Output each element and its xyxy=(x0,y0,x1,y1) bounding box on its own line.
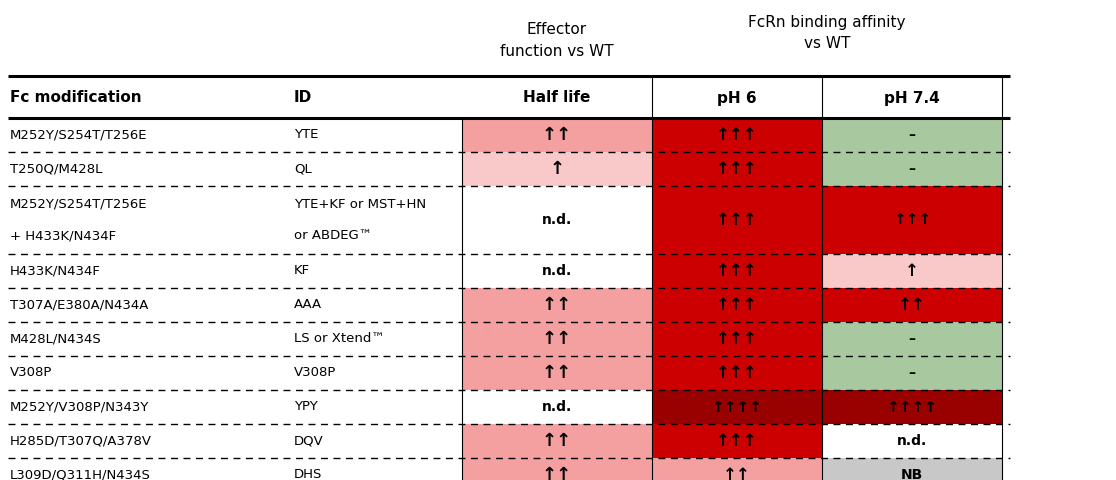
Text: M428L/N434S: M428L/N434S xyxy=(10,333,102,346)
Text: ↑↑↑: ↑↑↑ xyxy=(716,211,758,229)
Bar xyxy=(652,152,822,186)
Text: AAA: AAA xyxy=(294,299,323,312)
Bar xyxy=(652,390,822,424)
Text: ↑↑↑: ↑↑↑ xyxy=(716,364,758,382)
Bar xyxy=(822,254,1002,288)
Text: ↑↑↑: ↑↑↑ xyxy=(716,160,758,178)
Text: ↑: ↑ xyxy=(549,160,565,178)
Bar xyxy=(822,458,1002,480)
Text: FcRn binding affinity: FcRn binding affinity xyxy=(748,14,906,29)
Text: ↑↑↑: ↑↑↑ xyxy=(716,432,758,450)
Bar xyxy=(462,424,652,458)
Text: KF: KF xyxy=(294,264,310,277)
Text: ↑↑↑: ↑↑↑ xyxy=(716,262,758,280)
Text: + H433K/N434F: + H433K/N434F xyxy=(10,229,116,242)
Text: ↑↑↑↑: ↑↑↑↑ xyxy=(886,399,937,415)
Text: –: – xyxy=(908,332,915,346)
Text: ↑↑: ↑↑ xyxy=(898,296,926,314)
Text: ↑: ↑ xyxy=(905,262,918,280)
Text: n.d.: n.d. xyxy=(897,434,927,448)
Bar xyxy=(822,390,1002,424)
Text: ↑↑↑: ↑↑↑ xyxy=(716,126,758,144)
Text: or ABDEG™: or ABDEG™ xyxy=(294,229,372,242)
Bar xyxy=(652,322,822,356)
Text: ↑↑↑: ↑↑↑ xyxy=(893,213,931,228)
Text: V308P: V308P xyxy=(10,367,52,380)
Text: T307A/E380A/N434A: T307A/E380A/N434A xyxy=(10,299,148,312)
Bar xyxy=(462,118,652,152)
Text: Effector: Effector xyxy=(527,23,587,37)
Text: function vs WT: function vs WT xyxy=(500,45,614,60)
Text: n.d.: n.d. xyxy=(542,400,573,414)
Bar xyxy=(652,356,822,390)
Text: LS or Xtend™: LS or Xtend™ xyxy=(294,333,385,346)
Text: ↑↑: ↑↑ xyxy=(723,466,751,480)
Text: YTE+KF or MST+HN: YTE+KF or MST+HN xyxy=(294,198,426,211)
Bar xyxy=(652,254,822,288)
Bar xyxy=(822,186,1002,254)
Text: H433K/N434F: H433K/N434F xyxy=(10,264,100,277)
Text: ↑↑: ↑↑ xyxy=(542,126,573,144)
Text: M252Y/S254T/T256E: M252Y/S254T/T256E xyxy=(10,198,147,211)
Bar xyxy=(652,186,822,254)
Text: M252Y/V308P/N343Y: M252Y/V308P/N343Y xyxy=(10,400,150,413)
Text: n.d.: n.d. xyxy=(542,213,573,227)
Text: QL: QL xyxy=(294,163,311,176)
Text: n.d.: n.d. xyxy=(542,264,573,278)
Text: pH 7.4: pH 7.4 xyxy=(884,91,940,106)
Text: V308P: V308P xyxy=(294,367,336,380)
Bar xyxy=(652,118,822,152)
Text: DHS: DHS xyxy=(294,468,323,480)
Text: Half life: Half life xyxy=(523,91,590,106)
Bar xyxy=(822,152,1002,186)
Text: T250Q/M428L: T250Q/M428L xyxy=(10,163,103,176)
Text: ↑↑: ↑↑ xyxy=(542,432,573,450)
Text: ID: ID xyxy=(294,91,312,106)
Text: ↑↑: ↑↑ xyxy=(542,330,573,348)
Text: pH 6: pH 6 xyxy=(718,91,757,106)
Bar xyxy=(462,356,652,390)
Bar xyxy=(462,458,652,480)
Bar xyxy=(652,424,822,458)
Bar xyxy=(462,322,652,356)
Text: –: – xyxy=(908,162,915,176)
Bar xyxy=(822,322,1002,356)
Bar xyxy=(822,356,1002,390)
Bar xyxy=(462,288,652,322)
Bar xyxy=(822,288,1002,322)
Text: ↑↑: ↑↑ xyxy=(542,466,573,480)
Text: ↑↑↑: ↑↑↑ xyxy=(716,330,758,348)
Text: –: – xyxy=(908,128,915,142)
Bar xyxy=(462,152,652,186)
Text: M252Y/S254T/T256E: M252Y/S254T/T256E xyxy=(10,129,147,142)
Text: ↑↑↑↑: ↑↑↑↑ xyxy=(712,399,762,415)
Text: vs WT: vs WT xyxy=(804,36,850,51)
Bar xyxy=(652,458,822,480)
Bar xyxy=(652,288,822,322)
Text: YTE: YTE xyxy=(294,129,318,142)
Text: ↑↑↑: ↑↑↑ xyxy=(716,296,758,314)
Text: H285D/T307Q/A378V: H285D/T307Q/A378V xyxy=(10,434,152,447)
Text: ↑↑: ↑↑ xyxy=(542,364,573,382)
Text: DQV: DQV xyxy=(294,434,324,447)
Text: YPY: YPY xyxy=(294,400,318,413)
Text: –: – xyxy=(908,366,915,380)
Text: ↑↑: ↑↑ xyxy=(542,296,573,314)
Bar xyxy=(822,424,1002,458)
Bar xyxy=(822,118,1002,152)
Text: Fc modification: Fc modification xyxy=(10,91,142,106)
Text: NB: NB xyxy=(901,468,923,480)
Text: L309D/Q311H/N434S: L309D/Q311H/N434S xyxy=(10,468,151,480)
